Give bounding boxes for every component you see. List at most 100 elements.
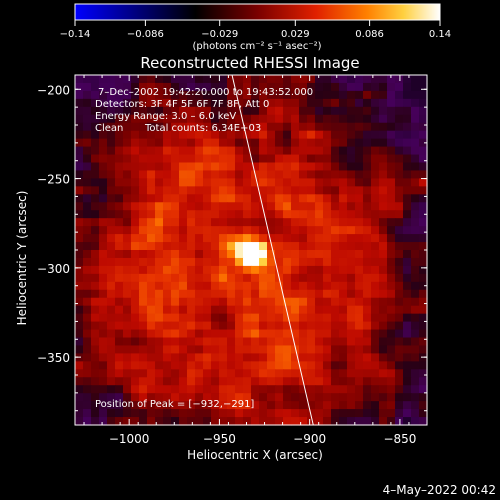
heatmap-cell [235, 130, 244, 140]
heatmap-cell [251, 321, 260, 331]
heatmap-cell [331, 273, 340, 283]
heatmap-cell [283, 242, 292, 251]
heatmap-cell [155, 361, 164, 370]
heatmap-cell [411, 345, 420, 354]
heatmap-cell [91, 210, 100, 219]
heatmap-cell [387, 265, 396, 275]
heatmap-cell [371, 194, 380, 203]
heatmap-cell [163, 82, 172, 92]
heatmap-cell [395, 122, 404, 132]
heatmap-cell [275, 202, 284, 211]
heatmap-cell [259, 265, 268, 275]
heatmap-cell [411, 265, 420, 275]
heatmap-cell [419, 313, 428, 323]
heatmap-cell [299, 321, 308, 331]
heatmap-cell [259, 297, 268, 307]
heatmap-cell [147, 257, 156, 267]
heatmap-cell [347, 226, 356, 235]
heatmap-cell [307, 273, 316, 283]
heatmap-cell [347, 138, 356, 148]
heatmap-cell [147, 178, 156, 187]
heatmap-cell [267, 162, 276, 172]
heatmap-cell [331, 114, 340, 124]
heatmap-cell [243, 218, 252, 227]
heatmap-cell [355, 82, 364, 92]
heatmap-cell [131, 162, 140, 172]
heatmap-cell [315, 186, 324, 195]
heatmap-cell [75, 257, 84, 267]
heatmap-cell [251, 226, 260, 235]
y-tick-label: −350 [37, 351, 70, 365]
heatmap-cell [195, 82, 204, 92]
heatmap-cell [299, 401, 308, 410]
heatmap-cell [123, 297, 132, 307]
heatmap-cell [83, 146, 92, 156]
heatmap-cell [419, 146, 428, 156]
heatmap-cell [363, 114, 372, 124]
heatmap-cell [227, 210, 236, 219]
heatmap-cell [75, 218, 84, 227]
heatmap-cell [371, 186, 380, 195]
heatmap-cell [331, 210, 340, 219]
heatmap-cell [147, 194, 156, 203]
heatmap-cell [99, 337, 108, 347]
heatmap-cell [299, 146, 308, 156]
heatmap-cell [171, 186, 180, 195]
heatmap-cell [347, 82, 356, 92]
heatmap-cell [115, 242, 124, 251]
heatmap-cell [171, 377, 180, 386]
heatmap-cell [115, 154, 124, 164]
heatmap-cell [83, 194, 92, 203]
heatmap-cell [163, 337, 172, 347]
heatmap-cell [403, 393, 412, 402]
heatmap-cell [419, 329, 428, 339]
heatmap-cell [387, 289, 396, 299]
heatmap-cell [379, 321, 388, 331]
heatmap-cell [339, 90, 348, 100]
heatmap-cell [371, 162, 380, 172]
heatmap-cell [155, 130, 164, 140]
heatmap-cell [107, 202, 116, 211]
heatmap-cell [195, 210, 204, 219]
heatmap-cell [163, 202, 172, 211]
heatmap-cell [123, 170, 132, 179]
heatmap-cell [379, 226, 388, 235]
heatmap-cell [107, 82, 116, 92]
heatmap-cell [179, 194, 188, 203]
heatmap-cell [147, 90, 156, 100]
heatmap-cell [235, 82, 244, 92]
heatmap-cell [91, 353, 100, 362]
heatmap-cell [139, 265, 148, 275]
heatmap-cell [219, 106, 228, 116]
heatmap-cell [195, 154, 204, 164]
heatmap-cell [395, 250, 404, 259]
heatmap-cell [83, 90, 92, 100]
heatmap-cell [283, 361, 292, 370]
heatmap-cell [155, 345, 164, 354]
heatmap-cell [179, 154, 188, 164]
heatmap-cell [91, 130, 100, 140]
heatmap-cell [131, 138, 140, 148]
heatmap-cell [411, 353, 420, 362]
heatmap-cell [91, 90, 100, 100]
heatmap-cell [187, 130, 196, 140]
heatmap-cell [387, 210, 396, 219]
heatmap-cell [371, 377, 380, 386]
heatmap-cell [179, 210, 188, 219]
heatmap-cell [291, 178, 300, 187]
heatmap-cell [251, 281, 260, 291]
heatmap-cell [403, 186, 412, 195]
heatmap-cell [371, 369, 380, 378]
heatmap-cell [139, 122, 148, 132]
heatmap-cell [363, 289, 372, 299]
heatmap-cell [227, 90, 236, 100]
heatmap-cell [91, 98, 100, 108]
heatmap-cell [403, 178, 412, 187]
heatmap-cell [179, 218, 188, 227]
heatmap-cell [307, 385, 316, 394]
heatmap-cell [99, 170, 108, 179]
heatmap-cell [323, 202, 332, 211]
heatmap-cell [259, 226, 268, 235]
heatmap-cell [363, 122, 372, 132]
heatmap-cell [139, 186, 148, 195]
